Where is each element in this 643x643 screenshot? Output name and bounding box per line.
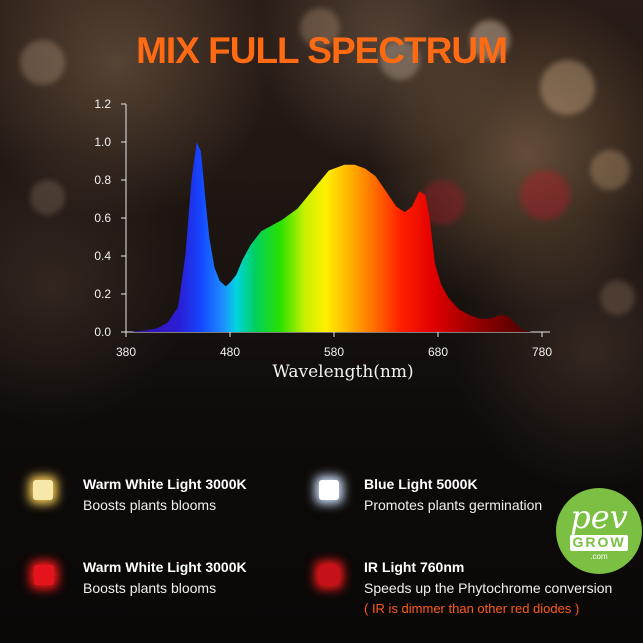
bokeh-light (30, 180, 65, 215)
bokeh-light (520, 170, 570, 220)
legend-title: Blue Light 5000K (364, 476, 478, 492)
warm-white-led-icon (33, 480, 53, 500)
logo-domain: .com (590, 552, 608, 561)
y-tick-label: 0.6 (94, 211, 111, 225)
x-tick-label: 680 (428, 345, 448, 359)
bokeh-light (20, 40, 65, 85)
logo-name: pev (570, 498, 628, 536)
blue-led-icon (319, 480, 339, 500)
legend-title: Warm White Light 3000K (83, 559, 247, 575)
ir-led-icon (319, 565, 339, 585)
bokeh-light (600, 280, 635, 315)
spectrum-curve (131, 142, 532, 332)
bokeh-light (540, 60, 595, 115)
legend-desc: Speeds up the Phytochrome conversion (364, 580, 613, 596)
page-title: MIX FULL SPECTRUM (136, 30, 508, 71)
red-led-icon (34, 565, 54, 585)
y-tick-label: 1.2 (94, 97, 111, 111)
x-tick-label: 580 (324, 345, 344, 359)
bokeh-light (380, 40, 420, 80)
y-tick-label: 0.8 (94, 173, 111, 187)
brand-logo: pev GROW .com (556, 488, 642, 574)
y-tick-label: 0.2 (94, 287, 111, 301)
x-tick-label: 780 (532, 345, 552, 359)
logo-sub: GROW (572, 534, 626, 550)
legend-note: ( IR is dimmer than other red diodes ) (364, 601, 580, 616)
y-tick-label: 1.0 (94, 135, 111, 149)
bokeh-light (590, 150, 630, 190)
legend-desc: Promotes plants germination (364, 497, 543, 513)
legend-desc: Boosts plants blooms (83, 580, 217, 596)
y-tick-label: 0.0 (94, 325, 111, 339)
legend-title: Warm White Light 3000K (83, 476, 247, 492)
legend-title: IR Light 760nm (364, 559, 465, 575)
logo-band (570, 535, 628, 551)
legend-desc: Boosts plants blooms (83, 497, 217, 513)
bokeh-light (300, 8, 340, 48)
bokeh-light (470, 20, 510, 60)
x-tick-label: 380 (116, 345, 136, 359)
x-tick-label: 480 (220, 345, 240, 359)
y-tick-label: 0.4 (94, 249, 111, 263)
x-axis-label: Wavelength(nm) (272, 362, 413, 382)
